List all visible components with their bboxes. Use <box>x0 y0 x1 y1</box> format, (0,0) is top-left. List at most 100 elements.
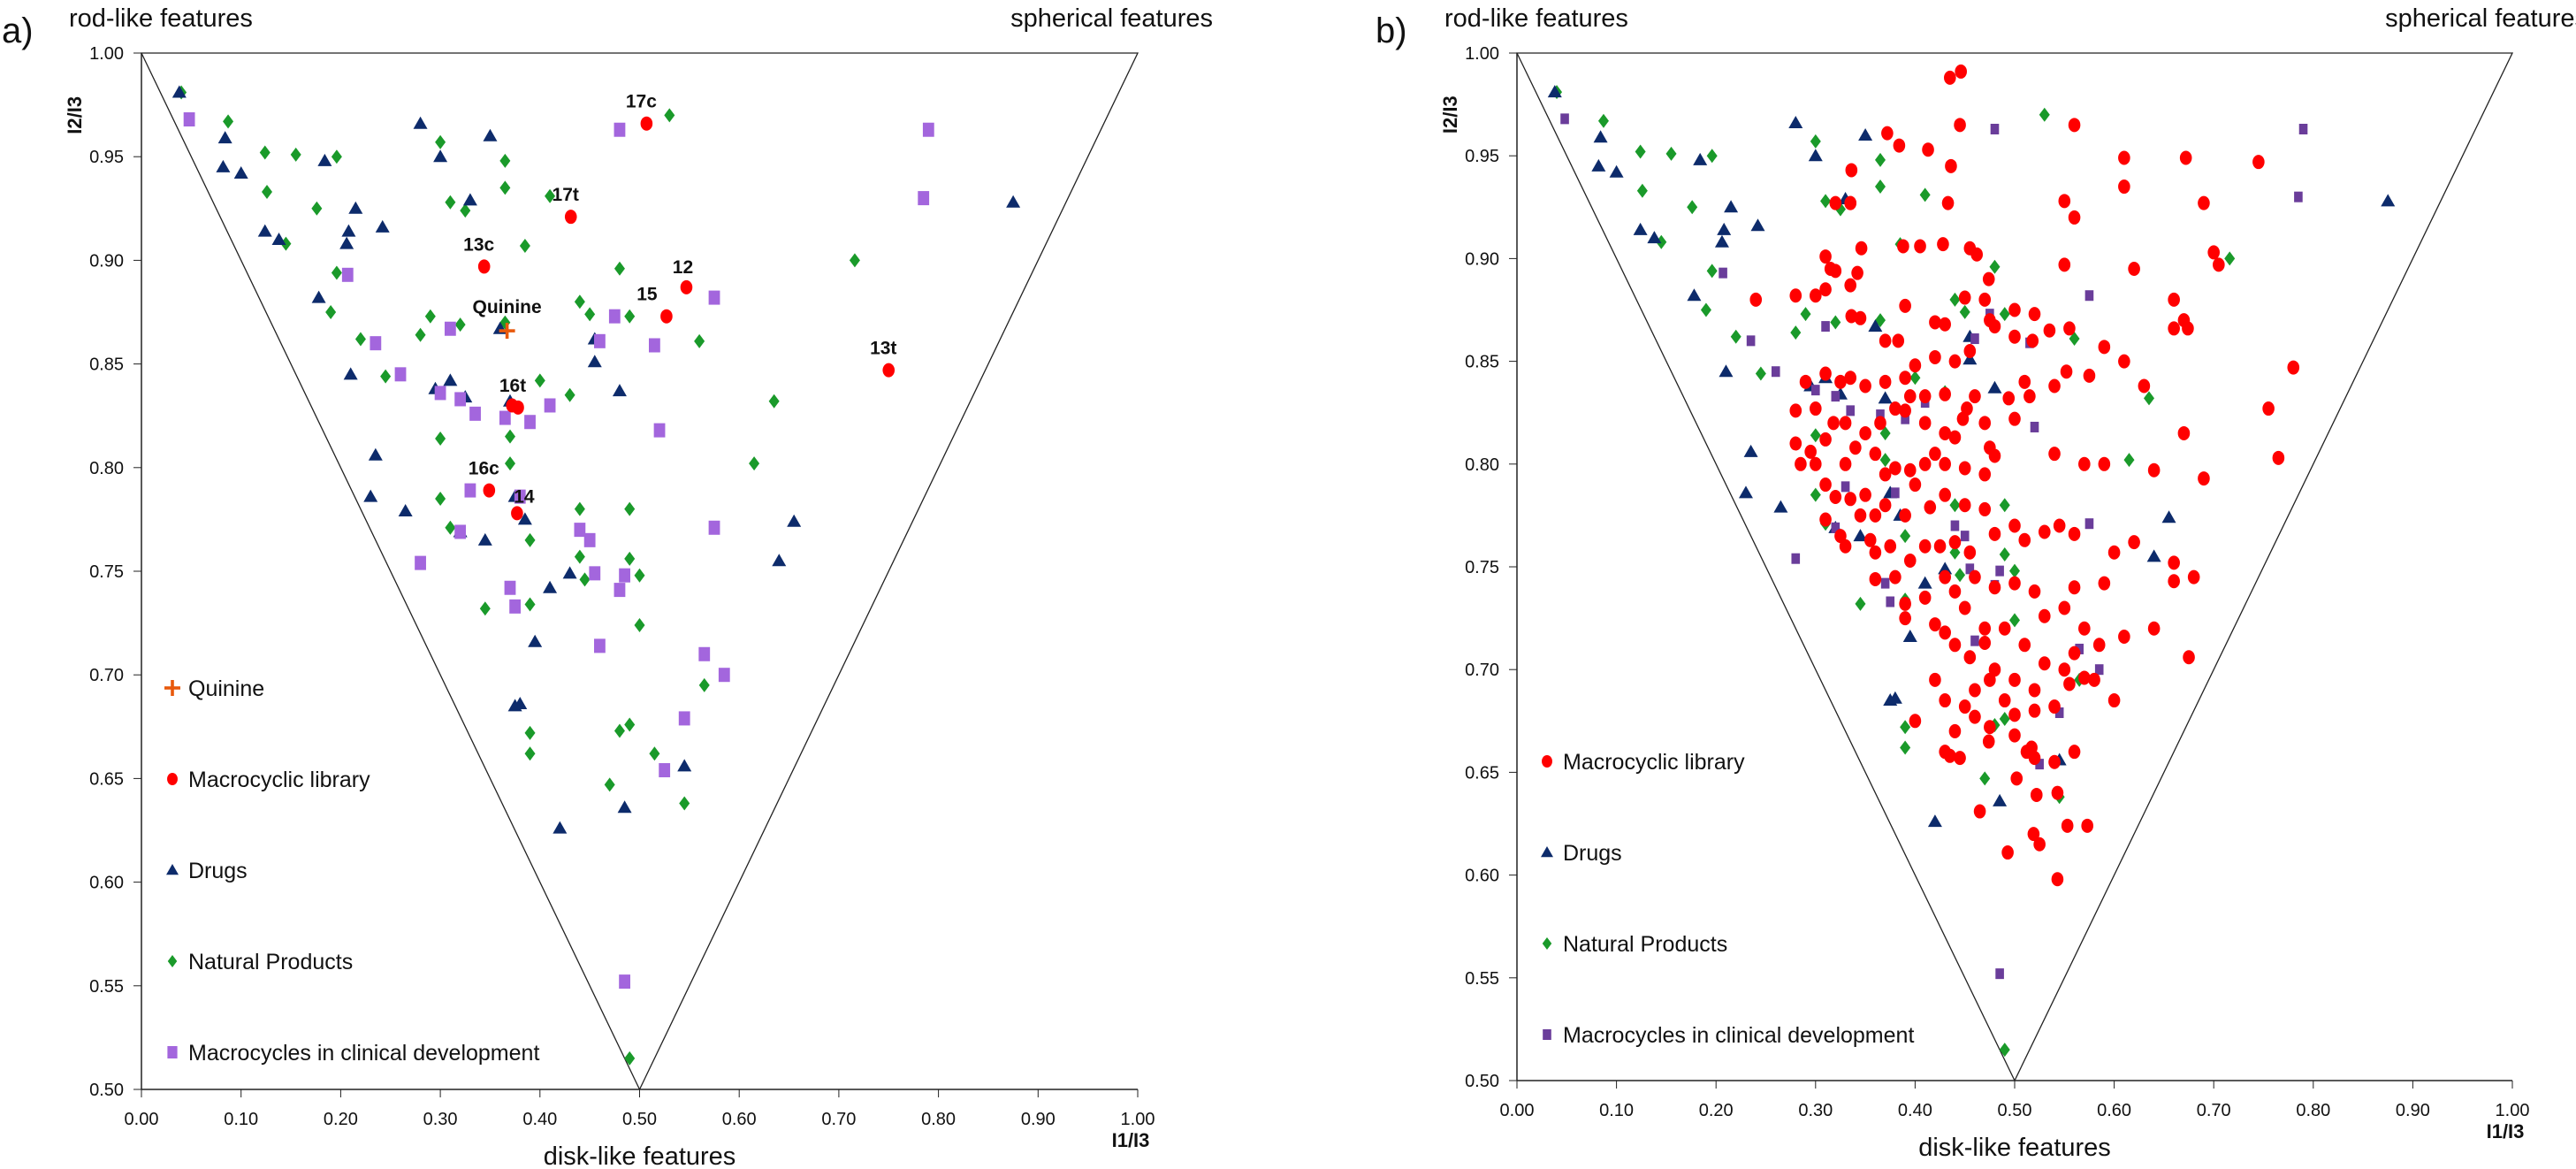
y-tick-label: 0.65 <box>89 769 124 789</box>
data-point <box>1687 200 1698 215</box>
data-point <box>664 108 675 123</box>
x-tick-label: 0.50 <box>1998 1101 2032 1120</box>
data-point <box>1958 461 1971 476</box>
data-point <box>257 224 272 237</box>
data-point <box>1859 425 1871 440</box>
data-point <box>2187 569 2200 584</box>
data-point <box>922 122 934 137</box>
data-point <box>1789 288 1802 303</box>
data-point <box>2068 210 2081 225</box>
data-point <box>445 195 456 210</box>
data-point <box>2051 785 2064 800</box>
data-point <box>1970 247 1984 262</box>
data-point <box>1989 259 2001 274</box>
data-point <box>1827 416 1840 431</box>
data-point <box>649 746 660 761</box>
data-point <box>1874 152 1886 167</box>
data-point <box>2018 532 2031 547</box>
data-point <box>1876 409 1885 421</box>
data-point <box>2058 194 2071 209</box>
data-point <box>1978 635 1992 650</box>
data-point <box>1869 447 1882 462</box>
rod-like-label: rod-like features <box>1444 4 1628 33</box>
data-point <box>594 638 606 653</box>
data-point <box>1893 138 1906 153</box>
data-point <box>2198 195 2210 210</box>
data-point <box>415 327 426 342</box>
data-point <box>375 219 390 233</box>
data-point <box>608 309 621 324</box>
data-point <box>1839 539 1852 554</box>
data-point <box>2023 389 2036 404</box>
data-point <box>768 393 780 409</box>
x-tick-label: 0.20 <box>324 1110 358 1129</box>
data-point <box>2001 845 2014 860</box>
data-point <box>1897 239 1909 254</box>
data-point <box>1854 310 1867 325</box>
data-point <box>2128 535 2140 550</box>
data-point <box>1869 508 1882 523</box>
data-point <box>2048 699 2061 714</box>
data-point <box>583 532 596 547</box>
data-point <box>634 617 645 632</box>
y-tick-label: 0.95 <box>1465 147 1499 166</box>
data-point <box>415 555 426 570</box>
data-point <box>524 746 536 761</box>
series-macrocycles-in-clinical-development <box>183 112 934 989</box>
data-point <box>594 333 606 348</box>
x-tick-label: 0.40 <box>1898 1101 1932 1120</box>
data-point <box>2123 453 2135 468</box>
legend-label: Drugs <box>188 859 248 883</box>
data-point <box>1970 635 1979 646</box>
data-point <box>2048 754 2061 769</box>
legend-marker <box>1543 1029 1551 1040</box>
x-tick-label: 0.80 <box>921 1110 956 1129</box>
data-point <box>2027 827 2040 842</box>
data-point <box>1886 596 1895 607</box>
legend-label: Drugs <box>1563 841 1622 866</box>
data-point <box>1841 481 1850 493</box>
data-point <box>2018 374 2031 389</box>
data-point <box>1959 304 1970 319</box>
data-point <box>1609 164 1624 178</box>
data-point <box>380 369 392 384</box>
x-tick-label: 0.90 <box>2396 1101 2430 1120</box>
data-point <box>1949 498 1961 513</box>
data-point <box>1963 343 1977 358</box>
data-point <box>574 501 585 516</box>
data-point <box>2069 332 2080 347</box>
data-point <box>2213 257 2225 272</box>
data-point <box>1899 298 1911 313</box>
data-point <box>469 406 481 421</box>
data-point <box>1954 118 1966 133</box>
data-point <box>1979 771 1991 786</box>
data-point <box>1909 358 1922 373</box>
data-point <box>1855 241 1868 256</box>
data-point <box>2092 638 2106 653</box>
data-point <box>348 201 363 214</box>
y-tick-label: 0.80 <box>89 459 124 478</box>
data-point <box>444 321 456 336</box>
data-point <box>1909 714 1922 729</box>
disk-like-label: disk-like features <box>544 1142 736 1169</box>
data-point <box>1869 545 1882 560</box>
data-point <box>2198 471 2210 486</box>
data-point <box>1899 611 1911 626</box>
data-point <box>1948 584 1962 599</box>
data-point <box>624 717 636 732</box>
point-annotation: Quinine <box>473 297 542 317</box>
data-point <box>1749 292 1763 307</box>
data-point <box>271 232 286 245</box>
series-drugs <box>171 85 1021 834</box>
data-point <box>2028 584 2041 599</box>
data-point <box>233 165 248 179</box>
y-tick-label: 0.55 <box>1465 969 1499 989</box>
data-point <box>1819 282 1832 297</box>
data-point <box>1889 461 1902 476</box>
y-tick-label: 0.90 <box>1465 249 1499 269</box>
data-point <box>354 332 366 347</box>
data-point <box>1879 453 1891 468</box>
data-point <box>464 483 476 498</box>
data-point <box>1909 371 1921 386</box>
data-point <box>1999 307 2010 322</box>
